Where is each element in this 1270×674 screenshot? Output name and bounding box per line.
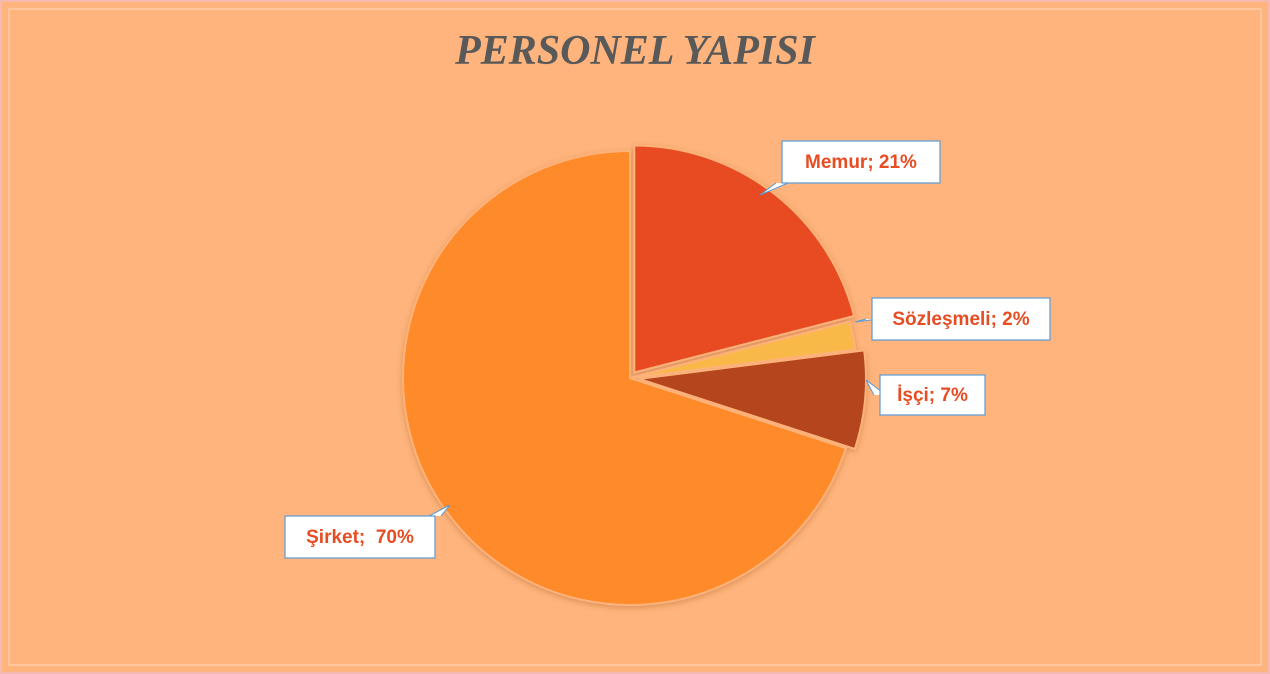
chart-title: PERSONEL YAPISI (454, 28, 816, 74)
data-label: İşçi; 7% (897, 385, 968, 406)
label-pointer (759, 182, 789, 196)
chart-frame (8, 8, 1262, 666)
pie-slice (629, 320, 857, 379)
data-label-box (871, 297, 1051, 341)
data-label-box (879, 374, 986, 416)
data-label-box (781, 140, 941, 184)
pie (402, 144, 867, 606)
data-label: Sözleşmeli; 2% (892, 309, 1029, 330)
data-label: Şirket; 70% (306, 527, 414, 548)
data-label-box (284, 515, 436, 559)
pie-slice (633, 144, 856, 374)
data-label: Memur; 21% (805, 152, 917, 173)
pie-slice (638, 349, 867, 451)
label-pointer (428, 504, 451, 517)
pie-slice (402, 149, 848, 606)
